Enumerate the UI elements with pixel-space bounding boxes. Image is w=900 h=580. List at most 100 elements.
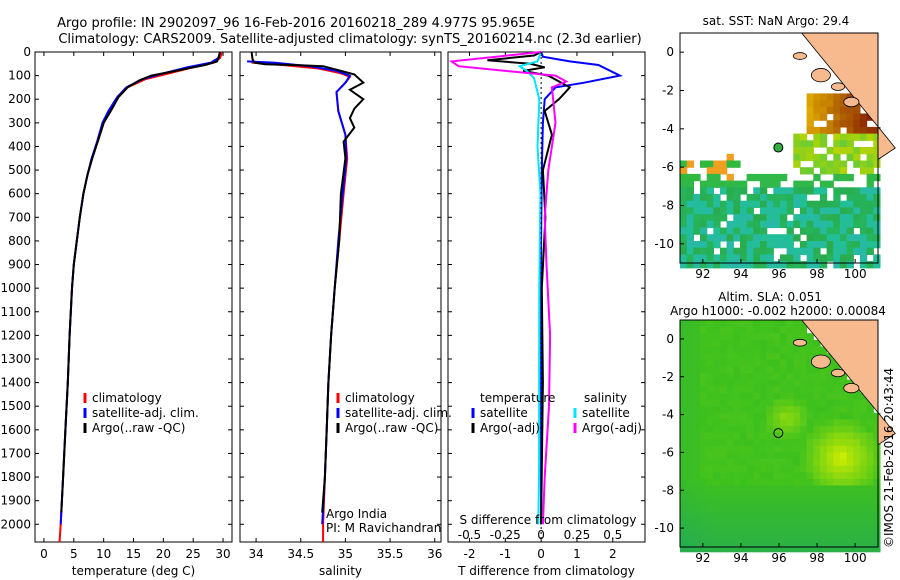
x-tick-label: 98 bbox=[809, 551, 824, 565]
series-line-argo-raw-qc- bbox=[60, 51, 222, 513]
x-tick-label: -2 bbox=[464, 547, 476, 561]
y-tick-label: -8 bbox=[662, 483, 674, 497]
island bbox=[792, 52, 808, 60]
legend-satellite-label: satellite-adj. clim. bbox=[345, 406, 452, 420]
island bbox=[792, 338, 808, 347]
difference-profile-chart: -2 -1 0 1 2 T difference from climatology -0.5… bbox=[447, 51, 646, 578]
series-line-s-argo-adj- bbox=[448, 51, 569, 525]
legend-argo-label: Argo(..raw -QC) bbox=[92, 421, 185, 435]
legend-climatology-label: climatology bbox=[345, 391, 415, 405]
y-tick-label: 400 bbox=[8, 139, 31, 153]
y-tick-label: -10 bbox=[654, 237, 674, 251]
y-tick-label: 1600 bbox=[0, 423, 31, 437]
map-cells bbox=[680, 93, 881, 269]
float-program-label: Argo India bbox=[326, 507, 387, 521]
sla-map: 92 94 96 98 100 0 -2 -4 -6 -8 -10 bbox=[654, 319, 896, 565]
x-axis-label: salinity bbox=[319, 564, 362, 578]
y-tick-label: 1300 bbox=[0, 352, 31, 366]
y-tick-label: 600 bbox=[8, 187, 31, 201]
legend-s-satellite-label: satellite bbox=[582, 406, 630, 420]
land-sumatra bbox=[800, 32, 896, 161]
y-tick-label: -10 bbox=[654, 521, 674, 535]
legend-satellite-label: satellite-adj. clim. bbox=[92, 406, 199, 420]
sla-map-subtitle: Argo h1000: -0.002 h2000: 0.00084 bbox=[670, 304, 886, 318]
y-tick-label: 700 bbox=[8, 210, 31, 224]
y-tick-label: 300 bbox=[8, 116, 31, 130]
y-tick-label: 1000 bbox=[0, 281, 31, 295]
y-tick-label: 1500 bbox=[0, 399, 31, 413]
x-tick-label: 5 bbox=[70, 547, 78, 561]
x-tick-label: 30 bbox=[215, 547, 230, 561]
y-tick-label: -2 bbox=[662, 370, 674, 384]
legend-climatology-label: climatology bbox=[92, 391, 162, 405]
sla-map-title: Altim. SLA: 0.051 bbox=[718, 290, 822, 304]
island bbox=[843, 96, 860, 108]
x-tick-label: 1 bbox=[573, 547, 581, 561]
x-tick-label: 96 bbox=[771, 551, 786, 565]
x-tick-label: 98 bbox=[809, 267, 824, 281]
x-tick-label: 92 bbox=[695, 551, 710, 565]
y-tick-label: 0 bbox=[666, 45, 674, 59]
sst-map: 92 94 96 98 100 0 -2 -4 -6 -8 -10 bbox=[654, 32, 896, 281]
y-tick-label: 1800 bbox=[0, 470, 31, 484]
x-tick-label: 15 bbox=[126, 547, 141, 561]
header-line-1: Argo profile: IN 2902097_96 16-Feb-2016 … bbox=[57, 16, 535, 31]
s-difference-axis-label: S difference from climatology bbox=[460, 513, 637, 527]
y-tick-label: -4 bbox=[662, 122, 674, 136]
y-tick-label: -6 bbox=[662, 445, 674, 459]
imos-timestamp: ©IMOS 21-Feb-2016 20:43:44 bbox=[882, 368, 896, 548]
salinity-profile-chart: 34 34.5 35 35.5 36 salinity bbox=[239, 51, 442, 578]
x-tick-label: 20 bbox=[156, 547, 171, 561]
series-line-t-argo-adj- bbox=[487, 51, 572, 525]
y-tick-label: 200 bbox=[8, 92, 31, 106]
legend-argo-label: Argo(..raw -QC) bbox=[345, 421, 438, 435]
pi-name-label: PI: M Ravichandran bbox=[326, 521, 441, 535]
s-tick-label: 0.5 bbox=[603, 528, 622, 542]
y-tick-label: 1400 bbox=[0, 376, 31, 390]
x-tick-label: 94 bbox=[733, 267, 748, 281]
s-tick-label: 0 bbox=[537, 528, 545, 542]
temperature-profile-chart: 0100200300400500600700800900100011001200… bbox=[0, 45, 233, 578]
y-tick-label: 1900 bbox=[0, 494, 31, 508]
x-tick-label: 25 bbox=[186, 547, 201, 561]
y-tick-label: -6 bbox=[662, 160, 674, 174]
x-axis-label: temperature (deg C) bbox=[72, 564, 195, 578]
x-tick-label: 0 bbox=[40, 547, 48, 561]
header-line-2: Climatology: CARS2009. Satellite-adjuste… bbox=[58, 32, 641, 47]
x-tick-label: 34 bbox=[248, 547, 263, 561]
map-cells bbox=[680, 320, 881, 553]
y-tick-label: 100 bbox=[8, 69, 31, 83]
x-tick-label: 94 bbox=[733, 551, 748, 565]
legend-t-satellite-label: satellite bbox=[480, 406, 528, 420]
temperature-legend: climatology satellite-adj. clim. Argo(..… bbox=[83, 391, 199, 435]
y-tick-label: 500 bbox=[8, 163, 31, 177]
x-tick-label: 96 bbox=[771, 267, 786, 281]
island bbox=[810, 354, 831, 369]
y-tick-label: -2 bbox=[662, 84, 674, 98]
series-line-t-satellite bbox=[540, 51, 623, 525]
difference-legend: temperature salinity satellite Argo(-adj… bbox=[460, 391, 642, 527]
argo-location-marker bbox=[773, 428, 784, 439]
y-tick-label: 1700 bbox=[0, 446, 31, 460]
x-tick-label: 10 bbox=[96, 547, 111, 561]
x-tick-label: 100 bbox=[844, 551, 867, 565]
island bbox=[830, 368, 846, 378]
series-line-argo-raw-qc- bbox=[250, 51, 366, 513]
x-tick-label: 2 bbox=[609, 547, 617, 561]
series-line-s-satellite bbox=[517, 51, 543, 525]
x-tick-label: 35.5 bbox=[377, 547, 404, 561]
y-tick-label: -4 bbox=[662, 408, 674, 422]
plot-frame bbox=[34, 51, 233, 543]
sst-map-title: sat. SST: NaN Argo: 29.4 bbox=[703, 14, 850, 28]
island bbox=[843, 382, 860, 394]
y-tick-label: 900 bbox=[8, 258, 31, 272]
y-tick-label: 800 bbox=[8, 234, 31, 248]
legend-temperature-title: temperature bbox=[480, 391, 555, 405]
plot-frame bbox=[447, 51, 646, 543]
s-tick-label: 0.25 bbox=[564, 528, 591, 542]
x-tick-label: 34.5 bbox=[287, 547, 314, 561]
plot-frame bbox=[239, 51, 442, 543]
legend-salinity-title: salinity bbox=[584, 391, 627, 405]
s-tick-label: -0.25 bbox=[490, 528, 521, 542]
y-tick-label: -8 bbox=[662, 199, 674, 213]
